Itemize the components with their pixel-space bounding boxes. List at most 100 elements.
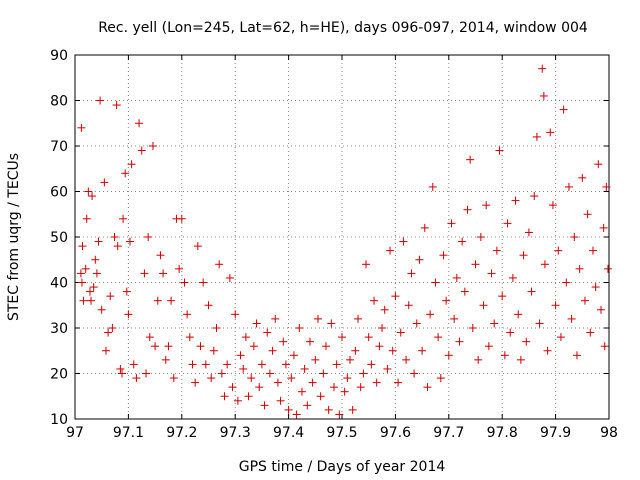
data-point — [289, 351, 298, 360]
x-tick-label: 97.5 — [326, 425, 357, 441]
data-point — [287, 374, 296, 383]
data-point — [603, 264, 612, 273]
data-point — [144, 233, 153, 241]
data-point — [199, 278, 208, 287]
data-point — [407, 269, 416, 278]
data-point — [78, 242, 87, 251]
x-tick-label: 97.9 — [540, 425, 571, 441]
data-point — [77, 278, 86, 287]
data-point — [207, 374, 216, 383]
x-axis-label: GPS time / Days of year 2014 — [239, 459, 446, 475]
data-point — [303, 401, 312, 410]
x-tick-label: 97.8 — [487, 425, 518, 441]
data-point — [255, 383, 264, 392]
data-point — [600, 342, 609, 351]
data-point — [116, 364, 125, 373]
data-point — [276, 396, 285, 405]
y-tick-label: 90 — [50, 48, 68, 64]
data-point — [484, 342, 493, 351]
data-point — [404, 301, 413, 310]
data-point — [410, 369, 419, 378]
data-point — [175, 264, 184, 273]
x-tick-label: 97.4 — [273, 425, 304, 441]
y-tick-label: 20 — [50, 367, 68, 383]
y-axis-label: STEC from uqrg / TECUs — [6, 153, 22, 321]
data-point — [81, 264, 90, 273]
data-point — [434, 333, 443, 342]
data-point — [191, 378, 200, 387]
y-tick-label: 40 — [50, 276, 68, 292]
y-tick-label: 60 — [50, 185, 68, 201]
data-point — [236, 351, 245, 360]
data-point — [140, 269, 149, 278]
data-point — [535, 319, 544, 328]
data-point — [113, 242, 122, 251]
data-point — [338, 333, 346, 342]
data-point — [514, 310, 523, 319]
data-point — [122, 287, 131, 296]
data-point — [279, 337, 288, 346]
data-point — [108, 324, 117, 332]
y-tick-label: 80 — [50, 94, 68, 110]
data-point — [233, 396, 242, 405]
data-point — [522, 337, 531, 346]
data-point — [117, 369, 126, 378]
data-point — [100, 178, 109, 187]
data-point — [474, 355, 483, 364]
data-point — [506, 328, 515, 337]
data-point — [599, 223, 608, 232]
data-point — [556, 333, 565, 342]
data-point — [196, 342, 205, 351]
data-point — [97, 305, 106, 314]
data-point — [110, 233, 119, 241]
data-point — [372, 378, 381, 387]
x-tick-label: 97 — [66, 425, 84, 441]
y-tick-label: 70 — [50, 139, 68, 155]
data-point — [391, 292, 400, 301]
data-point — [428, 182, 437, 191]
data-point — [591, 283, 600, 292]
data-point — [479, 301, 488, 310]
data-point — [460, 287, 469, 296]
data-point — [217, 369, 226, 378]
data-point — [420, 223, 429, 232]
data-point — [247, 374, 256, 383]
data-point — [311, 355, 320, 364]
data-point — [204, 301, 213, 310]
data-point — [104, 328, 113, 337]
data-point — [327, 319, 336, 328]
data-point — [260, 401, 269, 410]
data-point — [383, 364, 392, 373]
data-point — [300, 364, 309, 373]
data-point — [297, 387, 306, 396]
data-point — [316, 392, 325, 401]
data-point — [519, 251, 528, 260]
data-point — [570, 233, 579, 241]
data-point — [498, 292, 507, 301]
y-tick-label: 30 — [50, 321, 68, 337]
data-point — [252, 319, 261, 328]
data-point — [455, 337, 464, 346]
x-tick-label: 97.1 — [113, 425, 144, 441]
data-point — [193, 242, 202, 251]
data-point — [292, 410, 301, 419]
data-point — [551, 301, 560, 310]
data-point — [596, 305, 605, 314]
data-point — [225, 273, 234, 282]
data-point — [588, 246, 597, 255]
data-point — [215, 260, 224, 269]
data-point — [151, 342, 160, 351]
data-point — [145, 333, 154, 342]
data-point — [201, 360, 210, 369]
data-point — [156, 251, 165, 260]
data-point — [516, 355, 525, 364]
data-point — [92, 269, 101, 278]
data-point — [188, 360, 197, 369]
x-axis-ticks: 97 97.1 97.2 97.3 97.4 97.5 97.6 97.7 97.8 97.9 98 — [66, 55, 618, 441]
data-point — [85, 287, 94, 296]
data-point — [482, 201, 491, 210]
data-point — [308, 378, 317, 387]
data-point — [562, 278, 571, 287]
data-point — [511, 196, 520, 205]
data-point — [127, 160, 136, 169]
